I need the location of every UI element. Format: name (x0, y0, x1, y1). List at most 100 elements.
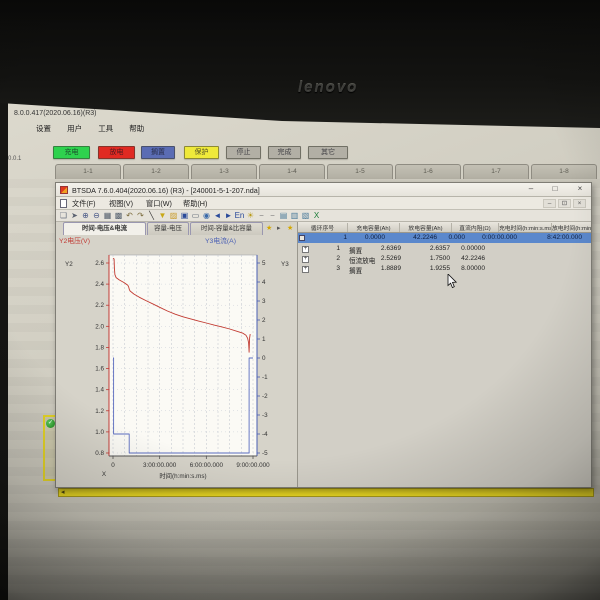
highlighted-scrollbar[interactable]: ◂ (58, 488, 594, 497)
hint-icon[interactable]: ☀ (246, 211, 255, 220)
grid-view-icon[interactable]: ▦ (103, 211, 112, 220)
svg-text:1.2: 1.2 (95, 408, 104, 415)
svg-text:2.0: 2.0 (95, 323, 104, 330)
table-icon[interactable]: ▥ (290, 211, 299, 220)
menu-help[interactable]: 帮助(H) (183, 199, 208, 208)
language-icon[interactable]: En (234, 211, 245, 220)
open-file-icon[interactable]: ▨ (169, 211, 178, 220)
col-cycle-index[interactable]: 循环序号 (298, 223, 348, 232)
report-icon[interactable]: ▤ (279, 211, 288, 220)
monitor-screen: 8.0.0.417(2020.06.16)(R3) 设置 用户 工具 帮助 0.… (8, 98, 600, 600)
bg-menu-settings[interactable]: 设置 (36, 124, 51, 133)
brand-logo: lenovo (298, 79, 359, 96)
draw-line-icon[interactable]: ╲ (149, 211, 154, 220)
tab-scroll-arrow-icon[interactable]: ▸ (277, 225, 281, 232)
mdi-restore-button[interactable]: ⊡ (558, 199, 571, 208)
channel-tab-1-7[interactable]: 1-7 (463, 164, 529, 179)
svg-text:-5: -5 (262, 450, 268, 457)
back-icon[interactable]: ◄ (213, 211, 222, 220)
cycle-summary-row[interactable]: 1 0.0000 42.2246 0.000 0:00:00.000 8:42:… (298, 233, 591, 243)
filter-icon[interactable]: ▼ (158, 211, 167, 220)
status-button-4[interactable]: 保护 (184, 146, 219, 159)
menu-window[interactable]: 窗口(W) (146, 199, 172, 208)
status-button-2[interactable]: 放电 (98, 146, 135, 159)
tab-time-voltage-current[interactable]: 时间-电压&电流 (63, 222, 146, 235)
menu-bar: 文件(F) 视图(V) 窗口(W) 帮助(H) – ⊡ × (56, 197, 591, 210)
channel-tab-1-5[interactable]: 1-5 (327, 164, 393, 179)
new-icon[interactable]: ❏ (59, 211, 68, 220)
expand-plus-icon[interactable]: + (302, 255, 309, 263)
channel-tab-1-8[interactable]: 1-8 (531, 164, 597, 179)
status-button-3[interactable]: 搁置 (141, 146, 175, 159)
status-button-7[interactable]: 其它 (308, 146, 348, 159)
step-value-3: 8.00000 (461, 264, 485, 272)
save-icon[interactable]: ▣ (180, 211, 189, 220)
status-button-1[interactable]: 充电 (53, 146, 90, 159)
maximize-button[interactable]: □ (552, 184, 558, 193)
chart-panel: 时间-电压&电流 容量-电压 时间-容量&比容量 ★ ▸ ★ Y2电压(V) Y… (57, 222, 297, 487)
close-button[interactable]: × (577, 184, 583, 193)
step-value-2: 2.6357 (429, 244, 450, 252)
print-icon[interactable]: ▭ (191, 211, 200, 220)
channel-tab-1-4[interactable]: 1-4 (259, 164, 325, 179)
channel-tab-1-1[interactable]: 1-1 (55, 164, 121, 179)
svg-text:2.2: 2.2 (95, 302, 104, 309)
bg-menu-user[interactable]: 用户 (67, 124, 83, 133)
svg-text:1: 1 (262, 336, 266, 343)
favorite-star-icon[interactable]: ★ (266, 225, 273, 232)
zoom-in-icon[interactable]: ⊕ (82, 211, 89, 220)
col-charge-time[interactable]: 充电时间(h:min:s.ms) (499, 223, 552, 232)
svg-text:9:00:00.000: 9:00:00.000 (236, 462, 270, 469)
scroll-left-arrow-icon[interactable]: ◂ (61, 489, 65, 496)
col-charge-capacity[interactable]: 充电容量(Ah) (348, 223, 400, 232)
step-row-1[interactable]: +1 搁置 2.6369 2.6357 0.00000 (298, 244, 591, 255)
forward-icon[interactable]: ► (224, 211, 233, 220)
hline2-icon[interactable]: − (270, 211, 275, 220)
step-row-3[interactable]: +3 搁置 1.8889 1.9255 8.00000 (298, 264, 591, 275)
step-value-3: 42.2246 (461, 254, 485, 262)
menu-view[interactable]: 视图(V) (109, 199, 133, 208)
hline-icon[interactable]: − (259, 211, 264, 220)
menu-file[interactable]: 文件(F) (72, 199, 96, 208)
cell-charge-time: 0:00:00.000 (482, 234, 517, 241)
undo-icon[interactable]: ↶ (126, 211, 133, 220)
layer-view-icon[interactable]: ▩ (114, 211, 123, 220)
status-button-6[interactable]: 完成 (268, 146, 301, 159)
layout-icon[interactable]: ▧ (301, 211, 310, 220)
bg-menu-tools[interactable]: 工具 (98, 124, 114, 133)
redo-icon[interactable]: ↷ (137, 211, 144, 220)
channel-tab-1-3[interactable]: 1-3 (191, 164, 257, 179)
col-dc-resistance[interactable]: 直流内阻(Ω) (452, 223, 499, 232)
expand-plus-icon[interactable]: + (302, 265, 309, 273)
cursor-icon[interactable]: ➤ (71, 211, 78, 220)
svg-text:0: 0 (262, 355, 266, 362)
expand-plus-icon[interactable]: + (302, 245, 309, 253)
favorite-star-icon-2[interactable]: ★ (287, 225, 294, 232)
minimize-button[interactable]: – (528, 184, 534, 193)
bg-app-menubar: 设置 用户 工具 帮助 (36, 123, 158, 134)
svg-text:3:00:00.000: 3:00:00.000 (143, 462, 177, 469)
channel-tab-1-2[interactable]: 1-2 (123, 164, 189, 179)
svg-text:2: 2 (262, 317, 266, 324)
excel-export-icon[interactable]: X (313, 211, 320, 220)
svg-text:Y3: Y3 (281, 261, 289, 268)
channel-tab-1-6[interactable]: 1-6 (395, 164, 461, 179)
col-discharge-time[interactable]: 放电时间(h:min:s.ms) (552, 223, 591, 232)
step-number: 1 (336, 244, 340, 252)
cell-discharge-capacity: 42.2246 (413, 234, 437, 241)
zoom-out-icon[interactable]: ⊖ (93, 211, 100, 220)
about-icon[interactable]: ◉ (203, 211, 210, 220)
step-row-2[interactable]: +2 恒流放电 2.5269 1.7500 42.2246 (298, 254, 591, 265)
step-name: 搁置 (349, 267, 363, 275)
bg-menu-help[interactable]: 帮助 (129, 124, 145, 133)
window-titlebar[interactable]: BTSDA 7.6.0.404(2020.06.16) (R3) - [2400… (56, 183, 591, 197)
mdi-minimize-button[interactable]: – (543, 199, 556, 208)
left-series-label: Y2电压(V) (59, 238, 90, 245)
col-discharge-capacity[interactable]: 放电容量(Ah) (400, 223, 452, 232)
status-button-5[interactable]: 停止 (226, 146, 261, 159)
tab-capacity-voltage[interactable]: 容量-电压 (147, 222, 189, 235)
svg-text:-1: -1 (262, 374, 268, 381)
mdi-close-button[interactable]: × (573, 199, 586, 208)
tab-time-capacity[interactable]: 时间-容量&比容量 (190, 222, 263, 235)
